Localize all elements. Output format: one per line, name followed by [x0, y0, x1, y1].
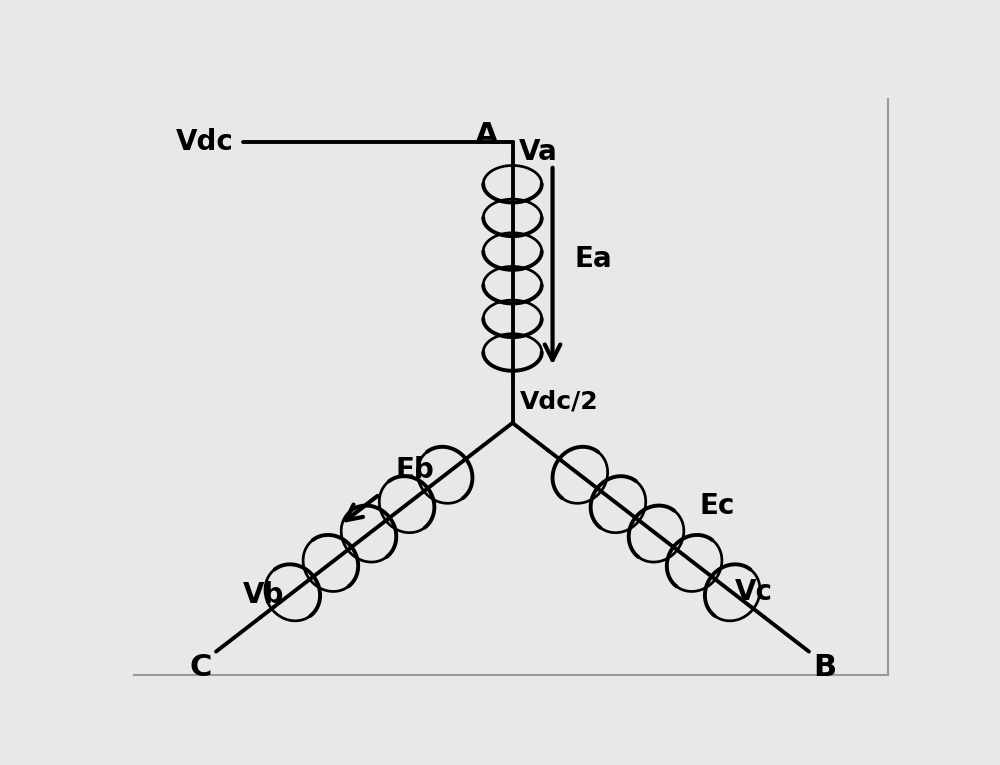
- Text: Ea: Ea: [574, 245, 612, 272]
- Text: Vdc: Vdc: [176, 128, 234, 156]
- Text: C: C: [189, 653, 211, 682]
- Text: Vb: Vb: [243, 581, 284, 609]
- Text: Eb: Eb: [396, 456, 434, 484]
- Text: A: A: [475, 121, 499, 149]
- Text: Ec: Ec: [700, 492, 735, 520]
- Text: Va: Va: [519, 138, 557, 166]
- Text: B: B: [814, 653, 837, 682]
- Text: Vc: Vc: [735, 578, 773, 607]
- Text: Vdc/2: Vdc/2: [520, 389, 599, 413]
